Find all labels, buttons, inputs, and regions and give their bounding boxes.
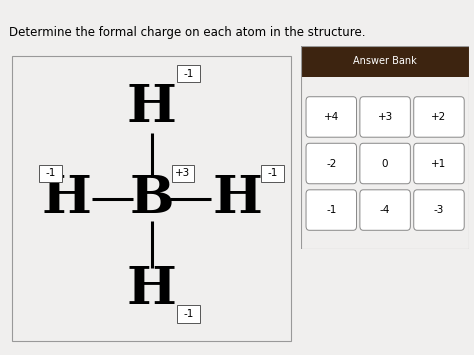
Text: +4: +4 [324, 112, 339, 122]
Text: -1: -1 [183, 309, 194, 319]
Text: H: H [127, 82, 177, 133]
Text: Answer Bank: Answer Bank [353, 56, 417, 66]
FancyBboxPatch shape [414, 97, 464, 137]
Text: H: H [212, 173, 262, 224]
FancyBboxPatch shape [172, 165, 194, 182]
FancyBboxPatch shape [360, 143, 410, 184]
FancyBboxPatch shape [306, 97, 356, 137]
Text: -1: -1 [45, 168, 55, 178]
Text: -2: -2 [326, 159, 337, 169]
Text: +3: +3 [175, 168, 191, 178]
FancyBboxPatch shape [261, 165, 283, 182]
Text: 0: 0 [382, 159, 388, 169]
Text: -1: -1 [183, 69, 194, 78]
FancyBboxPatch shape [301, 46, 469, 77]
Text: +2: +2 [431, 112, 447, 122]
Text: H: H [127, 264, 177, 315]
FancyBboxPatch shape [177, 65, 200, 82]
Text: B: B [129, 173, 174, 224]
FancyBboxPatch shape [414, 143, 464, 184]
FancyBboxPatch shape [177, 305, 200, 323]
Text: -3: -3 [434, 205, 444, 215]
Text: -1: -1 [267, 168, 277, 178]
Text: +3: +3 [377, 112, 393, 122]
Text: -4: -4 [380, 205, 390, 215]
FancyBboxPatch shape [414, 190, 464, 230]
Text: -1: -1 [326, 205, 337, 215]
Text: H: H [41, 173, 91, 224]
FancyBboxPatch shape [360, 97, 410, 137]
Text: Determine the formal charge on each atom in the structure.: Determine the formal charge on each atom… [9, 26, 366, 39]
FancyBboxPatch shape [360, 190, 410, 230]
FancyBboxPatch shape [39, 165, 62, 182]
FancyBboxPatch shape [306, 143, 356, 184]
Text: +1: +1 [431, 159, 447, 169]
FancyBboxPatch shape [306, 190, 356, 230]
